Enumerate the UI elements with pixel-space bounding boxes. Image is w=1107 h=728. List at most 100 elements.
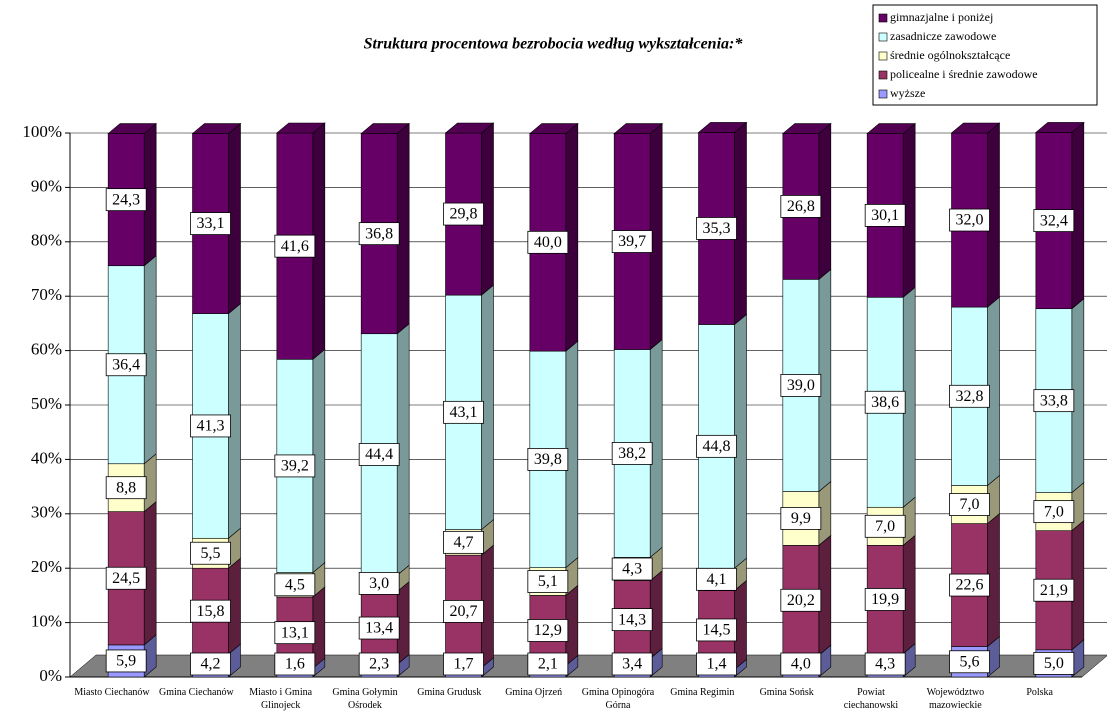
data-label: 5,1 [538,573,558,590]
bar-top [866,123,916,134]
y-tick-label: 70% [31,285,62,304]
legend-label: zasadnicze zawodowe [890,29,996,43]
data-label: 44,4 [365,446,393,463]
data-label: 7,0 [1044,503,1064,520]
data-label: 32,0 [956,212,984,229]
label-box [274,621,316,645]
data-label: 36,8 [365,225,393,242]
data-label: 19,9 [871,591,899,608]
bar-top [613,123,663,134]
data-label: 12,9 [534,622,562,639]
label-box [105,353,147,377]
legend-label: średnie ogólnokształcące [890,48,1010,62]
label-box [443,400,484,424]
x-tick-label: Polska [1026,687,1053,698]
label-box [696,567,737,591]
data-label: 20,2 [787,592,815,609]
label-box [864,652,906,676]
label-box [443,530,484,554]
data-label: 21,9 [1040,582,1068,599]
label-box [190,541,231,565]
label-box [358,652,400,676]
data-label: 1,6 [285,656,305,673]
label-box [443,652,484,676]
legend-swatch [878,70,888,80]
data-label: 14,3 [618,611,646,628]
legend-swatch [878,89,888,99]
x-tick-label: Miasto i Gmina Glinojeck [249,687,313,711]
label-box [696,618,737,642]
data-label: 36,4 [112,356,140,373]
data-label: 9,9 [791,510,811,527]
data-label: 5,0 [1044,655,1064,672]
data-label: 38,2 [618,445,646,462]
x-tick-label: Gmina Opinogóra Górna [581,687,655,711]
label-box [105,476,147,500]
data-label: 22,6 [956,577,984,594]
y-tick-label: 100% [22,122,62,141]
y-tick-label: 80% [31,231,62,250]
legend-label: gimnazjalne i poniżej [890,10,993,24]
label-box [358,616,400,640]
data-label: 5,6 [960,653,980,670]
label-box [443,600,484,623]
data-label: 3,0 [369,575,389,592]
data-label: 39,2 [281,458,309,475]
x-tick-label: Miasto Ciechanów [74,687,150,698]
data-label: 32,4 [1040,212,1068,229]
x-tick-label: Gmina Grudusk [417,687,482,698]
data-label: 1,4 [707,656,727,673]
data-label: 4,3 [875,656,895,673]
data-label: 40,0 [534,234,562,251]
label-box [527,619,569,642]
y-tick-label: 90% [31,176,62,195]
label-box [611,442,653,465]
data-label: 7,0 [875,518,895,535]
chart-title: Struktura procentowa bezrobocia według w… [364,36,744,53]
label-box [1033,389,1075,413]
data-label: 41,3 [197,418,225,435]
x-tick-label: Gmina Ciechanów [158,687,234,698]
x-tick-label: Gmina Regimin [670,687,735,698]
label-box [864,204,906,227]
label-box [949,650,990,674]
y-tick-label: 0% [39,666,62,685]
data-label: 15,8 [197,603,225,620]
label-box [949,384,990,408]
data-label: 5,9 [116,653,136,670]
label-box [358,222,400,246]
label-box [274,573,316,597]
data-label: 44,8 [703,438,731,455]
label-box [1033,209,1075,232]
data-label: 3,4 [622,656,642,673]
label-box [864,514,906,538]
label-box [780,195,822,218]
label-box [780,652,822,676]
label-box [864,588,906,611]
data-label: 4,7 [454,534,474,551]
label-box [1033,500,1075,524]
data-label: 2,1 [538,656,558,673]
bar-top [360,123,410,134]
data-label: 41,6 [281,238,309,255]
label-box [527,447,569,471]
label-box [274,652,316,676]
data-label: 35,3 [703,220,731,237]
label-box [611,608,653,632]
label-box [611,557,653,581]
label-box [780,374,822,397]
label-box [358,443,400,466]
data-label: 14,5 [703,622,731,639]
data-label: 39,8 [534,451,562,468]
label-box [190,212,231,235]
y-tick-label: 40% [31,448,62,467]
label-box [190,414,231,438]
data-label: 33,8 [1040,392,1068,409]
data-label: 43,1 [450,404,478,421]
label-box [780,507,822,530]
bar-top [529,123,579,134]
x-tick-label: Gmina Sońsk [759,687,814,698]
data-label: 38,6 [871,394,899,411]
